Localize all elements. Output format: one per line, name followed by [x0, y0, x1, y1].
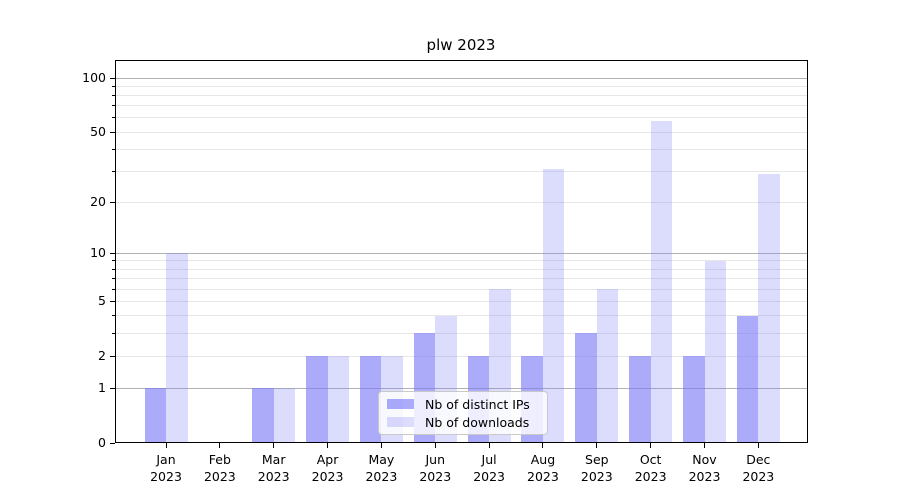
- gridline-minor: [116, 148, 807, 150]
- legend-swatch-distinct-ips: [387, 399, 414, 409]
- x-tick-label: Sep 2023: [580, 452, 613, 484]
- y-axis-tick: [110, 131, 115, 133]
- legend-item: Nb of distinct IPs: [387, 398, 547, 411]
- gridline-minor: [116, 332, 807, 334]
- y-axis-minor-tick: [112, 170, 115, 172]
- gridline-minor: [116, 94, 807, 96]
- y-tick-label: 100: [82, 70, 106, 85]
- gridline-minor: [116, 355, 807, 357]
- x-axis-tick: [596, 443, 598, 448]
- x-tick-label: Nov 2023: [688, 452, 721, 484]
- y-axis-tick: [110, 201, 115, 203]
- x-tick-label: May 2023: [365, 452, 398, 484]
- x-tick-label: Aug 2023: [527, 452, 559, 484]
- x-tick-label: Feb 2023: [203, 452, 236, 484]
- y-tick-label: 10: [90, 245, 106, 261]
- x-tick-label: Apr 2023: [311, 452, 344, 484]
- y-axis-tick: [110, 300, 115, 302]
- bar-distinct-ips: [629, 356, 651, 443]
- gridline-minor: [116, 170, 807, 172]
- gridline-major: [116, 77, 807, 79]
- bar-distinct-ips: [144, 388, 166, 443]
- axes-border: [115, 60, 808, 443]
- y-axis-minor-tick: [112, 85, 115, 87]
- gridline-minor: [116, 105, 807, 107]
- x-tick-label: Jun 2023: [419, 452, 452, 484]
- x-axis-tick: [327, 443, 329, 448]
- legend-swatch-downloads: [387, 417, 414, 427]
- gridline-minor: [116, 300, 807, 302]
- y-axis-tick: [110, 387, 115, 389]
- x-axis-tick: [273, 443, 275, 448]
- y-axis-tick: [110, 355, 115, 357]
- x-tick-label: Jan 2023: [150, 452, 182, 484]
- y-tick-label: 5: [98, 293, 106, 309]
- bar-downloads: [273, 388, 296, 443]
- y-tick-label: 50: [90, 124, 106, 140]
- bar-downloads: [650, 120, 673, 443]
- x-axis-tick: [650, 443, 652, 448]
- x-axis-tick: [704, 443, 705, 448]
- x-axis-tick: [542, 443, 544, 448]
- bar-distinct-ips: [683, 356, 705, 443]
- legend-item: Nb of downloads: [387, 416, 547, 429]
- y-axis-tick: [110, 252, 115, 254]
- y-axis-minor-tick: [112, 260, 115, 262]
- gridline-minor: [116, 268, 807, 270]
- x-axis-tick: [380, 443, 382, 448]
- x-tick-label: Jul 2023: [473, 452, 505, 484]
- bar-distinct-ips: [359, 356, 382, 443]
- bar-distinct-ips: [252, 388, 274, 443]
- y-axis-minor-tick: [112, 105, 115, 107]
- legend-label-distinct-ips: Nb of distinct IPs: [425, 396, 530, 412]
- y-axis-minor-tick: [112, 268, 115, 270]
- x-axis-tick: [434, 443, 436, 448]
- y-axis-tick: [110, 442, 115, 444]
- y-tick-label: 1: [98, 380, 106, 396]
- x-axis-tick: [165, 443, 167, 448]
- gridline-minor: [116, 315, 807, 317]
- gridline-minor: [116, 85, 807, 87]
- y-tick-label: 2: [98, 348, 106, 364]
- y-tick-label: 0: [98, 435, 106, 450]
- y-axis-minor-tick: [112, 332, 115, 334]
- legend-label-downloads: Nb of downloads: [425, 414, 530, 430]
- bar-distinct-ips: [306, 356, 328, 443]
- gridline-major: [116, 387, 807, 389]
- chart-title: plw 2023: [426, 36, 496, 54]
- y-axis-minor-tick: [112, 288, 115, 290]
- gridline-major: [116, 252, 807, 254]
- gridline-minor: [116, 288, 807, 290]
- x-tick-label: Dec 2023: [742, 452, 775, 484]
- bar-downloads: [327, 356, 350, 443]
- y-axis-minor-tick: [112, 117, 115, 119]
- y-axis-minor-tick: [112, 315, 115, 317]
- bar-downloads: [542, 168, 565, 443]
- legend: Nb of distinct IPs Nb of downloads: [378, 391, 548, 435]
- bar-downloads: [166, 253, 188, 443]
- bar-downloads: [704, 260, 726, 443]
- y-axis-minor-tick: [112, 148, 115, 150]
- x-axis-tick: [488, 443, 490, 448]
- y-axis-tick: [110, 77, 115, 79]
- gridline-minor: [116, 278, 807, 280]
- x-tick-label: Oct 2023: [634, 452, 667, 484]
- bar-downloads: [596, 289, 619, 443]
- y-tick-label: 20: [90, 194, 106, 210]
- bar-distinct-ips: [736, 315, 759, 443]
- bar-distinct-ips: [575, 333, 597, 443]
- y-axis-minor-tick: [112, 94, 115, 96]
- gridline-minor: [116, 131, 807, 133]
- gridline-minor: [116, 117, 807, 119]
- gridline-minor: [116, 201, 807, 203]
- x-axis-tick: [757, 443, 759, 448]
- y-axis-minor-tick: [112, 278, 115, 280]
- gridline-minor: [116, 260, 807, 262]
- x-axis-tick: [219, 443, 221, 448]
- bar-downloads: [758, 174, 780, 443]
- x-tick-label: Mar 2023: [257, 452, 290, 484]
